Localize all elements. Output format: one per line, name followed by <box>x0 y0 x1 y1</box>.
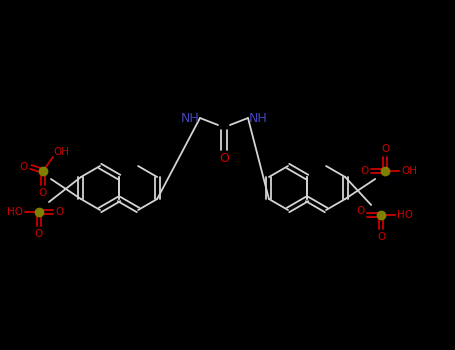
Text: O: O <box>39 188 47 198</box>
Text: O: O <box>360 166 368 176</box>
Text: OH: OH <box>401 166 417 176</box>
Text: NH: NH <box>181 112 199 125</box>
Text: HO: HO <box>397 210 413 220</box>
Text: O: O <box>20 162 28 172</box>
Text: O: O <box>377 232 385 242</box>
Text: O: O <box>356 206 364 216</box>
Text: HO: HO <box>7 207 23 217</box>
Text: NH: NH <box>248 112 268 125</box>
Text: O: O <box>56 207 64 217</box>
Text: O: O <box>35 229 43 239</box>
Text: O: O <box>381 144 389 154</box>
Text: O: O <box>219 152 229 164</box>
Text: OH: OH <box>53 147 69 157</box>
